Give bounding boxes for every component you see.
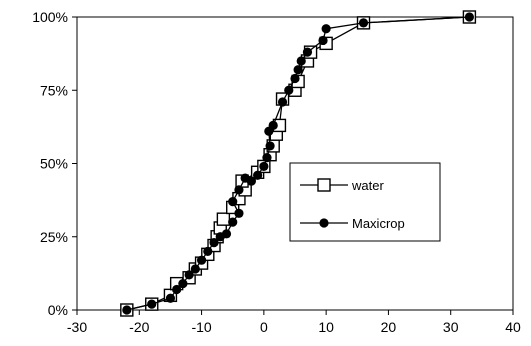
x-tick-label: 20 [381, 319, 397, 335]
x-tick-label: 10 [318, 319, 334, 335]
data-point-maxicrop [122, 305, 132, 315]
data-point-maxicrop [358, 18, 369, 28]
data-point-maxicrop [221, 229, 232, 239]
data-point-maxicrop [178, 279, 188, 289]
y-tick-label: 25% [40, 229, 68, 245]
data-point-maxicrop [265, 141, 275, 151]
data-point-maxicrop [196, 255, 207, 265]
y-tick-label: 0% [48, 302, 68, 318]
x-tick-label: 30 [443, 319, 459, 335]
data-point-maxicrop [268, 120, 278, 131]
data-point-maxicrop [203, 246, 213, 256]
data-point-maxicrop [318, 35, 328, 46]
axes: 0% 25% 50% 75% 100% -30 -20 -10 0 10 20 30 40 [32, 9, 521, 335]
data-point-maxicrop [165, 293, 176, 303]
data-point-water [216, 212, 231, 226]
data-point-maxicrop [234, 208, 244, 218]
x-tick-label: 40 [505, 319, 521, 335]
legend-marker-circle [319, 218, 329, 228]
data-point-maxicrop [228, 196, 238, 207]
legend-label: Maxicrop [352, 216, 405, 231]
legend: water Maxicrop [289, 162, 441, 242]
data-point-maxicrop [209, 238, 219, 248]
data-point-maxicrop [296, 56, 306, 66]
legend-label: water [351, 178, 384, 193]
data-point-maxicrop [190, 264, 200, 274]
data-point-maxicrop [284, 85, 294, 95]
data-point-maxicrop [259, 161, 269, 172]
legend-box [289, 162, 441, 242]
data-point-maxicrop [321, 24, 331, 34]
y-tick-label: 75% [40, 82, 68, 98]
x-tick-label: 0 [260, 319, 268, 335]
y-tick-label: 50% [40, 156, 68, 172]
series-layer [120, 10, 477, 317]
data-point-maxicrop [172, 284, 182, 295]
data-point-maxicrop [464, 12, 474, 22]
x-tick-label: -10 [191, 319, 211, 335]
data-point-maxicrop [293, 65, 303, 75]
data-point-maxicrop [184, 270, 194, 280]
y-tick-label: 100% [32, 9, 68, 25]
data-point-maxicrop [302, 47, 313, 57]
x-tick-label: -30 [67, 319, 87, 335]
data-point-maxicrop [246, 176, 256, 186]
x-tick-label: -20 [129, 319, 149, 335]
data-point-maxicrop [234, 185, 244, 195]
data-point-maxicrop [147, 299, 157, 309]
data-point-maxicrop [228, 217, 238, 227]
data-point-maxicrop [262, 153, 272, 163]
data-point-maxicrop [290, 73, 300, 84]
data-point-maxicrop [277, 97, 288, 107]
legend-marker-square [317, 178, 331, 192]
data-point-maxicrop [253, 170, 263, 180]
